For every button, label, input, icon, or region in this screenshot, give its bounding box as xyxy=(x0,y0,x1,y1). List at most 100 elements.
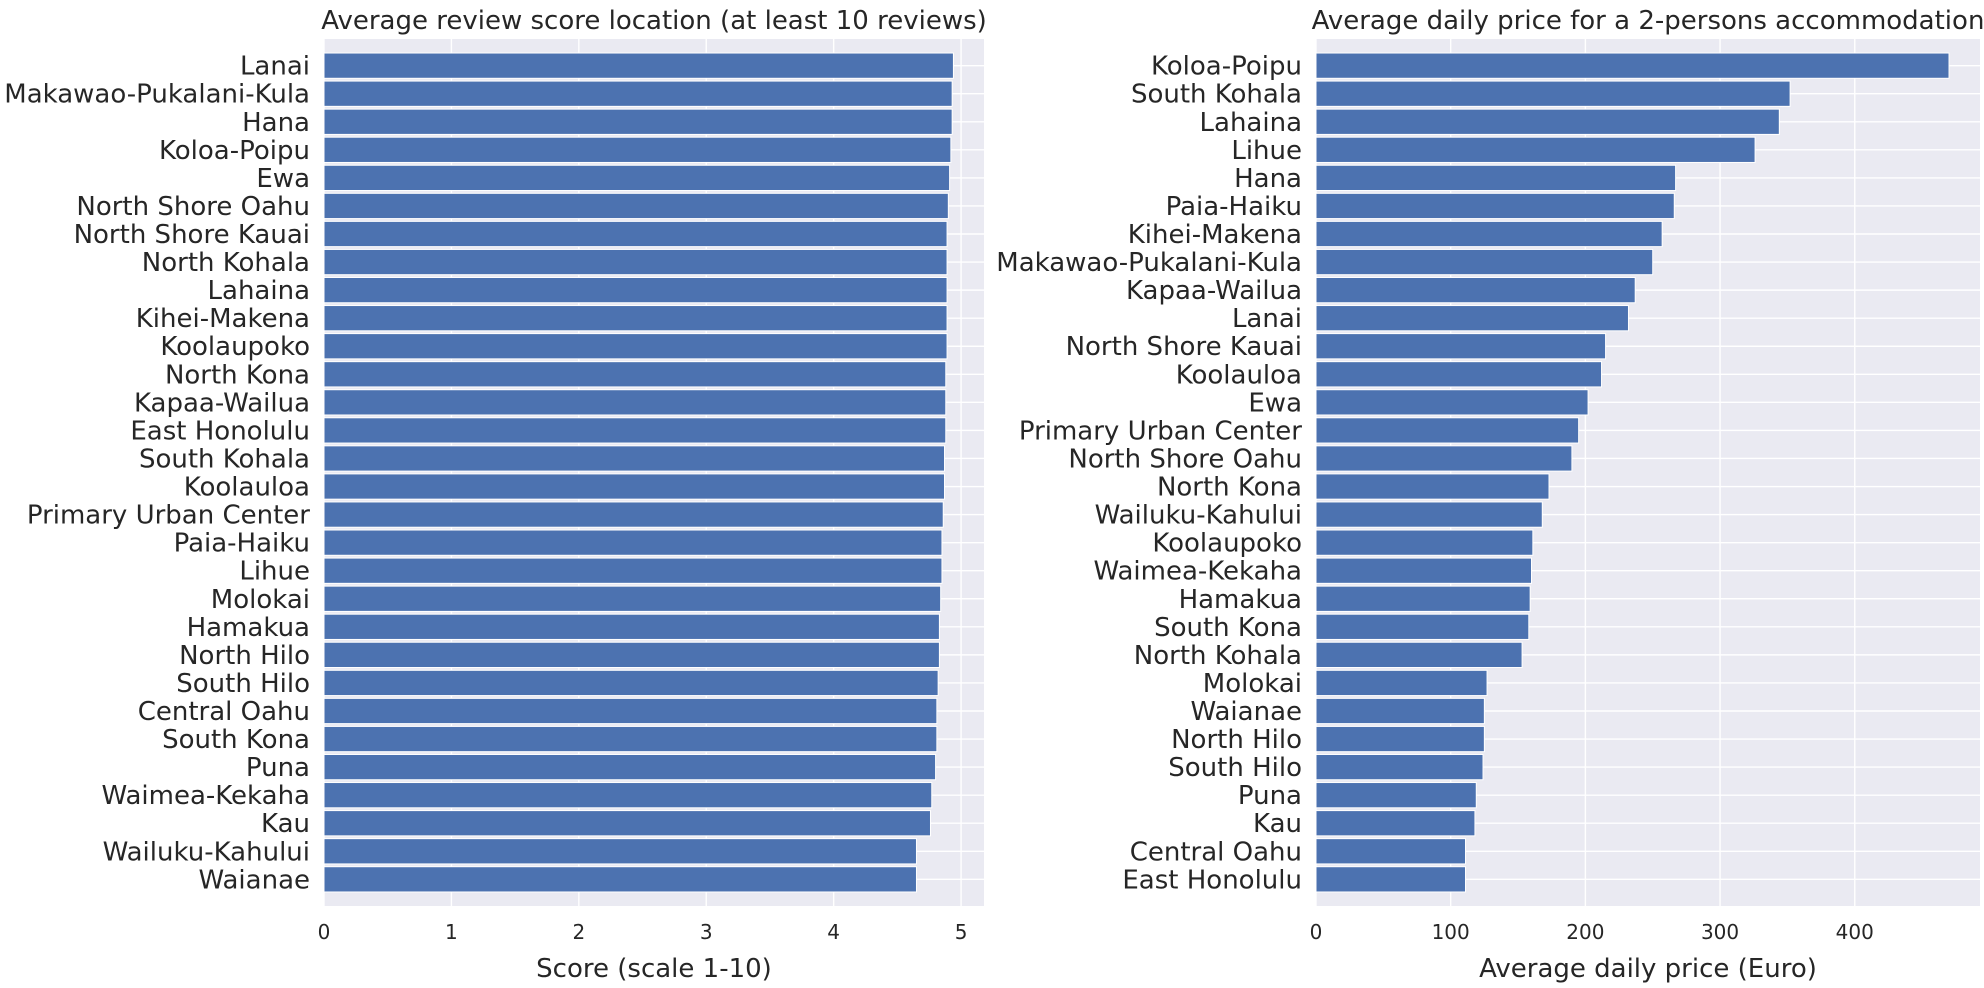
category-label: Lahaina xyxy=(208,276,310,306)
bar xyxy=(1315,725,1485,753)
bar xyxy=(323,866,917,893)
x-tick-label: 0 xyxy=(1310,920,1323,944)
bar xyxy=(323,52,954,79)
category-label: Kapaa-Wailua xyxy=(134,388,310,418)
bar xyxy=(1315,361,1603,388)
bar xyxy=(323,305,948,332)
category-label: Puna xyxy=(1238,781,1302,811)
category-label: Central Oahu xyxy=(1130,837,1302,867)
category-label: Primary Urban Center xyxy=(27,501,310,531)
chart-title: Average review score location (at least … xyxy=(321,6,987,36)
bar xyxy=(1315,753,1484,781)
bar xyxy=(323,164,951,192)
category-label: North Shore Kauai xyxy=(74,220,310,250)
category-label: South Hilo xyxy=(176,669,310,699)
category-label: Hana xyxy=(242,108,310,138)
bar xyxy=(1315,136,1756,163)
chart-panel-1: LanaiMakawao-Pukalani-KulaHanaKoloa-Poip… xyxy=(4,6,987,984)
category-label: North Kohala xyxy=(1134,641,1302,671)
category-label: Paia-Haiku xyxy=(174,529,310,559)
category-label: Hamakua xyxy=(187,613,310,643)
category-label: Paia-Haiku xyxy=(1166,192,1302,222)
bar xyxy=(323,220,948,248)
category-label: Waianae xyxy=(1190,697,1302,727)
category-label: Kau xyxy=(1253,809,1302,839)
category-label: Makawao-Pukalani-Kula xyxy=(996,248,1302,278)
category-label: Primary Urban Center xyxy=(1019,416,1302,446)
category-label: Lanai xyxy=(240,52,310,82)
bar xyxy=(323,697,938,725)
category-label: Makawao-Pukalani-Kula xyxy=(4,80,310,110)
category-label: Kapaa-Wailua xyxy=(1126,276,1302,306)
bar xyxy=(323,753,937,781)
category-label: Hamakua xyxy=(1179,585,1302,615)
bar xyxy=(323,248,948,276)
x-tick-label: 200 xyxy=(1566,920,1604,944)
category-label: Koolauloa xyxy=(1176,360,1302,390)
bar xyxy=(1315,810,1476,837)
category-label: Lihue xyxy=(1231,136,1302,166)
category-label: North Kona xyxy=(165,360,310,390)
category-label: Kihei-Makena xyxy=(136,304,310,334)
bar xyxy=(1315,473,1550,500)
bar xyxy=(1315,445,1573,472)
bar xyxy=(1315,782,1477,809)
bar xyxy=(1315,585,1531,612)
bar xyxy=(1315,389,1589,416)
category-label: Kau xyxy=(261,809,310,839)
bar xyxy=(1315,164,1677,192)
bar xyxy=(1315,501,1543,528)
bar xyxy=(323,473,946,500)
category-label: Waimea-Kekaha xyxy=(1093,557,1302,587)
bar xyxy=(323,417,947,444)
bar xyxy=(323,669,939,697)
x-tick-label: 3 xyxy=(700,920,713,944)
bar xyxy=(1315,52,1950,79)
category-label: East Honolulu xyxy=(1122,865,1302,895)
category-label: Molokai xyxy=(1203,669,1302,699)
category-label: North Kona xyxy=(1157,473,1302,503)
category-label: North Shore Oahu xyxy=(76,192,310,222)
category-label: South Kona xyxy=(1154,613,1302,643)
category-label: North Hilo xyxy=(1171,725,1302,755)
bar xyxy=(1315,80,1791,107)
category-label: North Shore Kauai xyxy=(1066,332,1302,362)
category-label: South Kohala xyxy=(1131,80,1302,110)
bar xyxy=(323,276,948,304)
category-label: Puna xyxy=(246,753,310,783)
category-label: North Hilo xyxy=(179,641,310,671)
category-label: North Kohala xyxy=(142,248,310,278)
x-axis-label: Average daily price (Euro) xyxy=(1479,954,1817,984)
bar xyxy=(323,361,947,388)
bar xyxy=(1315,613,1530,640)
bar xyxy=(1315,248,1654,276)
bar xyxy=(1315,838,1467,865)
bar xyxy=(1315,641,1523,669)
bar xyxy=(323,838,917,865)
bar xyxy=(323,613,940,640)
category-label: North Shore Oahu xyxy=(1068,444,1302,474)
category-label: Waianae xyxy=(198,865,310,895)
category-label: Koolaupoko xyxy=(160,332,310,362)
x-tick-label: 5 xyxy=(955,920,968,944)
x-tick-label: 1 xyxy=(445,920,458,944)
chart-title: Average daily price for a 2-persons acco… xyxy=(1312,6,1984,36)
category-label: Koloa-Poipu xyxy=(1151,52,1302,82)
category-label: Wailuku-Kahului xyxy=(1095,501,1302,531)
bar xyxy=(1315,333,1607,360)
bar xyxy=(323,136,952,163)
category-label: Hana xyxy=(1234,164,1302,194)
bar xyxy=(1315,669,1488,697)
category-label: Koolaupoko xyxy=(1152,529,1302,559)
bar xyxy=(323,641,940,669)
bar xyxy=(323,445,946,472)
bar xyxy=(323,810,931,837)
bar xyxy=(323,501,944,528)
bar xyxy=(323,782,933,809)
bar xyxy=(323,389,947,416)
bar xyxy=(1315,108,1780,135)
bar xyxy=(323,192,949,220)
x-axis-label: Score (scale 1-10) xyxy=(536,954,772,984)
